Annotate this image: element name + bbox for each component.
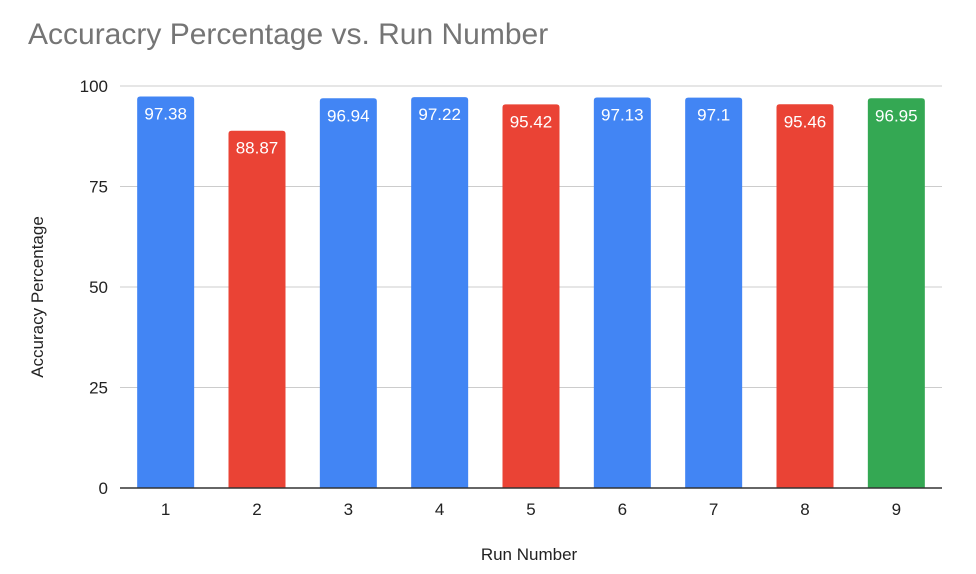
bar-run-5 <box>502 104 560 489</box>
data-label-run-8: 95.46 <box>784 112 827 131</box>
data-label-run-1: 97.38 <box>144 105 187 124</box>
x-tick-label: 7 <box>709 500 718 519</box>
x-tick-labels: 1 2 3 4 5 6 7 8 9 <box>161 500 901 519</box>
x-tick-label: 2 <box>252 500 261 519</box>
data-label-run-4: 97.22 <box>418 105 461 124</box>
y-tick-label: 100 <box>80 77 108 96</box>
x-tick-label: 9 <box>892 500 901 519</box>
y-tick-labels: 0 25 50 75 100 <box>80 77 108 498</box>
data-label-run-6: 97.13 <box>601 106 644 125</box>
bar-run-4 <box>411 97 469 488</box>
x-tick-label: 5 <box>526 500 535 519</box>
bar-run-3 <box>319 98 377 488</box>
x-tick-label: 1 <box>161 500 170 519</box>
y-tick-label: 50 <box>89 278 108 297</box>
bar-run-2 <box>228 130 286 488</box>
chart-title: Accuracry Percentage vs. Run Number <box>28 18 549 51</box>
y-tick-label: 0 <box>99 479 108 498</box>
bar-run-6 <box>593 97 651 488</box>
data-label-run-5: 95.42 <box>510 112 553 131</box>
data-labels: 97.38 88.87 96.94 97.22 95.42 97.13 97.1 95.46 9… <box>144 105 917 158</box>
data-label-run-7: 97.1 <box>697 106 730 125</box>
x-tick-label: 8 <box>800 500 809 519</box>
bar-run-9 <box>867 98 925 489</box>
x-tick-label: 3 <box>344 500 353 519</box>
data-label-run-3: 96.94 <box>327 106 370 125</box>
bar-run-1 <box>137 96 195 488</box>
y-axis-title: Accuracy Percentage <box>28 216 47 378</box>
bars <box>137 96 925 489</box>
x-tick-label: 6 <box>618 500 627 519</box>
x-axis-title: Run Number <box>481 545 578 564</box>
bar-run-8 <box>776 104 834 489</box>
y-tick-label: 75 <box>89 178 108 197</box>
bar-run-7 <box>685 97 743 489</box>
data-label-run-2: 88.87 <box>236 139 279 158</box>
x-tick-label: 4 <box>435 500 444 519</box>
y-tick-label: 25 <box>89 379 108 398</box>
data-label-run-9: 96.95 <box>875 106 918 125</box>
